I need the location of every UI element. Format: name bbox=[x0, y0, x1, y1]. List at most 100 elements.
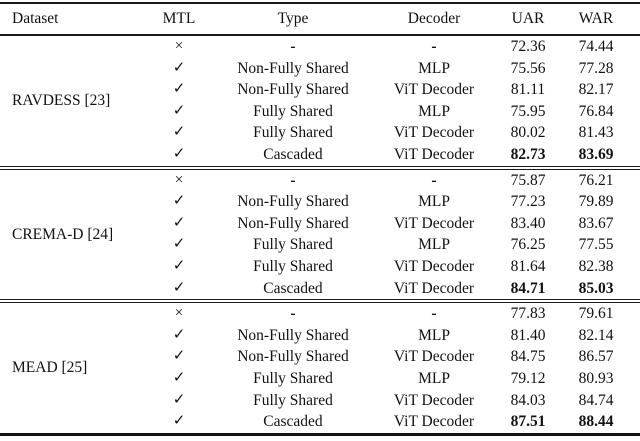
decoder-cell: - bbox=[378, 168, 490, 192]
decoder-cell: ViT Decoder bbox=[393, 413, 475, 431]
uar-value: 77.23 bbox=[510, 193, 546, 211]
check-icon: ✓ bbox=[172, 369, 186, 386]
type-cell: Fully Shared bbox=[253, 257, 333, 275]
uar-value: 87.51 bbox=[510, 413, 546, 431]
table-row: ✓ Non-Fully Shared ViT Decoder 84.75 86.57 bbox=[0, 346, 640, 368]
war-value: 79.89 bbox=[578, 193, 614, 211]
type-cell: Non-Fully Shared bbox=[237, 348, 349, 366]
header-dataset: Dataset bbox=[12, 10, 59, 27]
decoder-cell-text: - bbox=[431, 38, 437, 55]
decoder-cell: ViT Decoder bbox=[393, 124, 475, 142]
table-row: ✓ Cascaded ViT Decoder 82.73 83.69 bbox=[0, 144, 640, 168]
table-row: ✓ Fully Shared ViT Decoder 84.03 84.74 bbox=[0, 390, 640, 412]
cross-icon: × bbox=[174, 38, 184, 54]
war-value: 88.44 bbox=[578, 413, 614, 431]
table-row: ✓ Fully Shared MLP 76.25 77.55 bbox=[0, 234, 640, 256]
war-value: 83.69 bbox=[578, 145, 614, 163]
war-value: 82.14 bbox=[578, 326, 614, 344]
war-value: 84.74 bbox=[578, 391, 614, 409]
type-cell: Non-Fully Shared bbox=[237, 81, 349, 99]
type-cell: Non-Fully Shared bbox=[237, 59, 349, 77]
table-header-row: Dataset MTL Type Decoder UAR WAR bbox=[0, 3, 640, 35]
decoder-cell: ViT Decoder bbox=[393, 279, 475, 297]
decoder-cell-text: - bbox=[431, 171, 437, 189]
type-cell: Fully Shared bbox=[253, 124, 333, 142]
uar-value: 81.40 bbox=[510, 326, 546, 344]
table-row: ✓ Fully Shared MLP 79.12 80.93 bbox=[0, 368, 640, 390]
check-icon: ✓ bbox=[172, 193, 186, 210]
uar-value: 82.73 bbox=[510, 145, 546, 163]
header-decoder: Decoder bbox=[407, 10, 461, 27]
dataset-label: RAVDESS [23] bbox=[12, 91, 111, 109]
dataset-label: MEAD [25] bbox=[12, 359, 88, 377]
war-value: 86.57 bbox=[578, 348, 614, 366]
decoder-cell: ViT Decoder bbox=[393, 214, 475, 232]
war-value: 85.03 bbox=[578, 279, 614, 297]
uar-value: 75.95 bbox=[510, 102, 546, 120]
decoder-cell: - bbox=[378, 35, 490, 58]
type-cell: - bbox=[208, 35, 378, 58]
war-value: 76.21 bbox=[578, 171, 614, 189]
check-icon: ✓ bbox=[172, 326, 186, 343]
war-value: 77.55 bbox=[578, 236, 614, 254]
war-value: 83.67 bbox=[578, 214, 614, 232]
type-cell: Non-Fully Shared bbox=[237, 326, 349, 344]
uar-value: 79.12 bbox=[510, 369, 546, 387]
cross-icon: × bbox=[174, 171, 184, 188]
header-type: Type bbox=[277, 10, 309, 27]
decoder-cell: ViT Decoder bbox=[393, 348, 475, 366]
uar-value: 75.56 bbox=[510, 59, 546, 77]
war-value: 79.61 bbox=[578, 305, 614, 323]
type-cell: Fully Shared bbox=[253, 236, 333, 254]
type-cell: Cascaded bbox=[263, 145, 323, 163]
table-row: ✓ Non-Fully Shared MLP 75.56 77.28 bbox=[0, 58, 640, 80]
table-row: ✓ Non-Fully Shared ViT Decoder 81.11 82.17 bbox=[0, 79, 640, 101]
type-cell: Cascaded bbox=[263, 413, 323, 431]
decoder-cell: ViT Decoder bbox=[393, 145, 475, 163]
type-cell-text: - bbox=[290, 305, 296, 323]
uar-value: 81.11 bbox=[510, 81, 546, 99]
decoder-cell: MLP bbox=[418, 193, 450, 211]
type-cell: Fully Shared bbox=[253, 102, 333, 120]
dataset-group-1: RAVDESS [23] × - - 72.36 74.44 ✓ Non-Fully Shar… bbox=[0, 35, 640, 168]
type-cell: Fully Shared bbox=[253, 369, 333, 387]
check-icon: ✓ bbox=[172, 81, 186, 98]
uar-value: 72.36 bbox=[510, 38, 546, 55]
type-cell-text: - bbox=[290, 38, 296, 55]
type-cell: - bbox=[208, 301, 378, 325]
war-value: 82.17 bbox=[578, 81, 614, 99]
table-row: ✓ Non-Fully Shared MLP 81.40 82.14 bbox=[0, 325, 640, 347]
check-icon: ✓ bbox=[172, 257, 186, 274]
check-icon: ✓ bbox=[172, 236, 186, 253]
cross-icon: × bbox=[174, 305, 184, 322]
decoder-cell: ViT Decoder bbox=[393, 257, 475, 275]
type-cell: Non-Fully Shared bbox=[237, 214, 349, 232]
decoder-cell: MLP bbox=[418, 369, 450, 387]
decoder-cell: MLP bbox=[418, 236, 450, 254]
check-icon: ✓ bbox=[172, 413, 186, 430]
decoder-cell: ViT Decoder bbox=[393, 391, 475, 409]
table-row: MEAD [25] × - - 77.83 79.61 bbox=[0, 301, 640, 376]
war-value: 80.93 bbox=[578, 369, 614, 387]
dataset-label: CREMA-D [24] bbox=[12, 225, 114, 243]
war-value: 81.43 bbox=[578, 124, 614, 142]
check-icon: ✓ bbox=[172, 391, 186, 408]
check-icon: ✓ bbox=[172, 145, 186, 162]
type-cell: Fully Shared bbox=[253, 391, 333, 409]
type-cell: Non-Fully Shared bbox=[237, 193, 349, 211]
type-cell: Cascaded bbox=[263, 279, 323, 297]
table-row: ✓ Cascaded ViT Decoder 84.71 85.03 bbox=[0, 278, 640, 302]
table-row: RAVDESS [23] × - - 72.36 74.44 bbox=[0, 35, 640, 109]
uar-value: 81.64 bbox=[510, 257, 546, 275]
war-value: 74.44 bbox=[578, 38, 614, 55]
decoder-cell: MLP bbox=[418, 59, 450, 77]
uar-value: 84.75 bbox=[510, 348, 546, 366]
war-value: 76.84 bbox=[578, 102, 614, 120]
uar-value: 83.40 bbox=[510, 214, 546, 232]
decoder-cell: ViT Decoder bbox=[393, 81, 475, 99]
table-row: ✓ Non-Fully Shared MLP 77.23 79.89 bbox=[0, 191, 640, 213]
table-row: ✓ Cascaded ViT Decoder 87.51 88.44 bbox=[0, 411, 640, 434]
dataset-group-2: CREMA-D [24] × - - 75.87 76.21 ✓ Non-Fully Shar… bbox=[0, 167, 640, 302]
type-cell-text: - bbox=[290, 171, 296, 189]
